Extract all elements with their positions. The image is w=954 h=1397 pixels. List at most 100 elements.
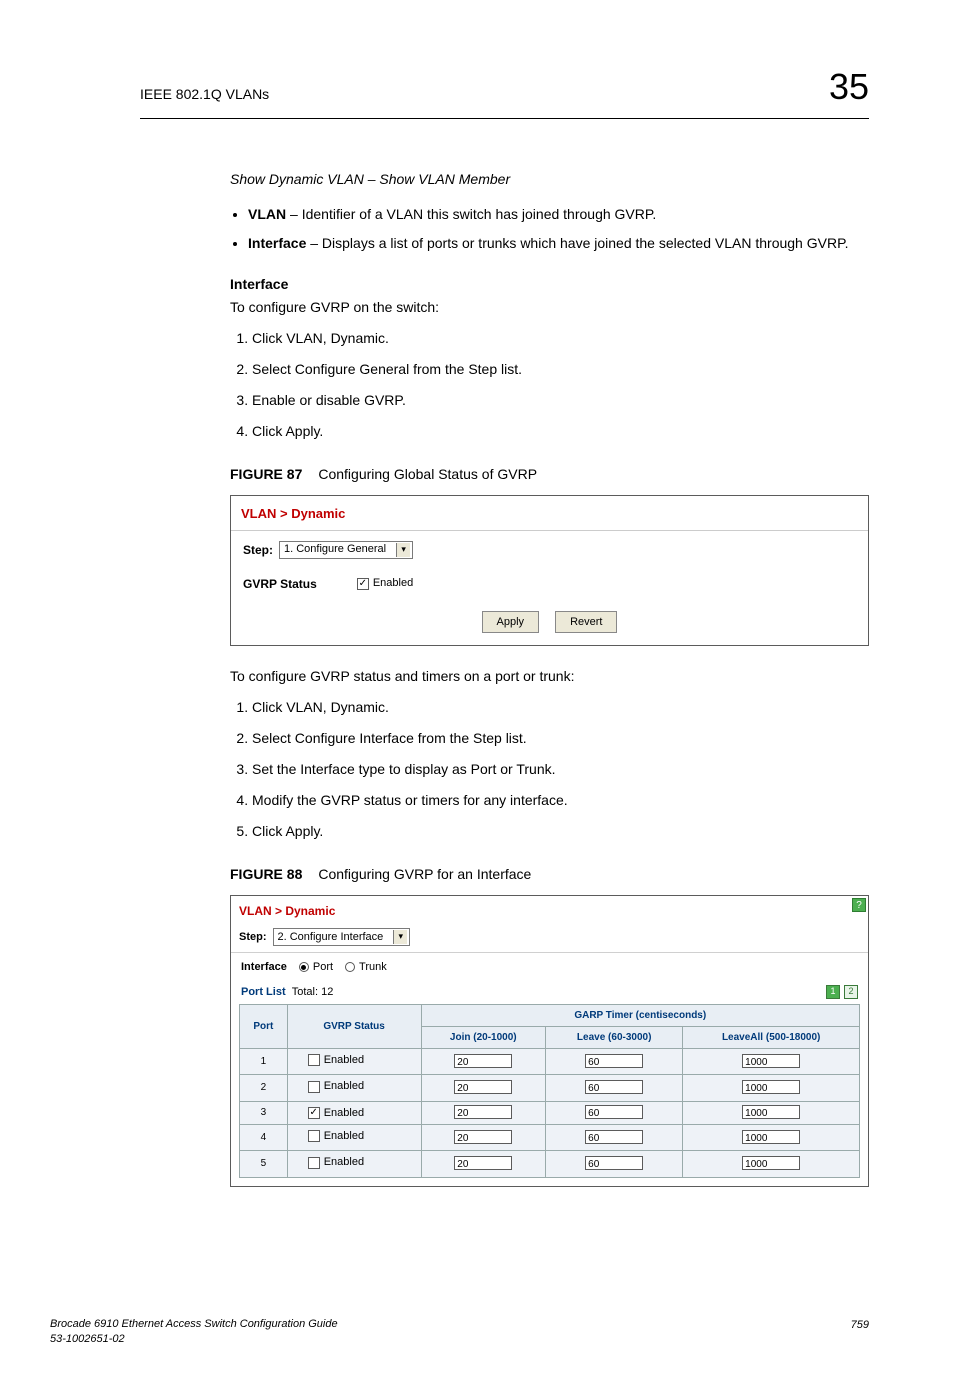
row-enabled-checkbox[interactable]: Enabled [308, 1078, 364, 1095]
leaveall-input[interactable]: 1000 [742, 1156, 800, 1170]
cell-leave: 60 [546, 1125, 683, 1151]
chevron-down-icon: ▾ [396, 543, 410, 557]
enabled-label: Enabled [324, 1154, 364, 1171]
checkbox-icon: ✓ [308, 1107, 320, 1119]
header-left: IEEE 802.1Q VLANs [140, 84, 269, 105]
row-enabled-checkbox[interactable]: Enabled [308, 1154, 364, 1171]
table-row: 5 Enabled20601000 [240, 1151, 860, 1177]
leave-input[interactable]: 60 [585, 1105, 643, 1119]
page-1[interactable]: 1 [826, 985, 840, 999]
step-item: Modify the GVRP status or timers for any… [252, 790, 869, 811]
figure87-caption: FIGURE 87Configuring Global Status of GV… [230, 464, 869, 485]
enabled-label: Enabled [324, 1128, 364, 1145]
bullet-desc: – Displays a list of ports or trunks whi… [306, 235, 848, 251]
port-radio[interactable]: Port [299, 959, 333, 976]
leave-input[interactable]: 60 [585, 1130, 643, 1144]
step-row: Step: 2. Configure Interface ▾ [231, 924, 868, 953]
step-item: Click Apply. [252, 421, 869, 442]
checkbox-icon [308, 1054, 320, 1066]
gvrp-enabled-checkbox[interactable]: ✓ Enabled [357, 575, 413, 592]
enabled-label: Enabled [373, 575, 413, 592]
leaveall-input[interactable]: 1000 [742, 1054, 800, 1068]
page-footer: Brocade 6910 Ethernet Access Switch Conf… [50, 1317, 869, 1348]
step-label: Step: [239, 929, 267, 946]
between-text: To configure GVRP status and timers on a… [230, 666, 869, 687]
interface-heading: Interface [230, 274, 869, 295]
portlist-label: Port List [241, 986, 286, 998]
row-enabled-checkbox[interactable]: Enabled [308, 1128, 364, 1145]
join-input[interactable]: 20 [454, 1130, 512, 1144]
row-enabled-checkbox[interactable]: Enabled [308, 1052, 364, 1069]
table-row: 4 Enabled20601000 [240, 1125, 860, 1151]
leaveall-input[interactable]: 1000 [742, 1130, 800, 1144]
step-select-value: 2. Configure Interface [278, 929, 384, 946]
portlist-row: Port List Total: 12 1 2 [231, 980, 868, 1005]
cell-join: 20 [421, 1101, 546, 1125]
step-select[interactable]: 1. Configure General ▾ [279, 541, 413, 559]
enabled-label: Enabled [324, 1078, 364, 1095]
row-enabled-checkbox[interactable]: ✓ Enabled [308, 1105, 364, 1122]
footer-line2: 53-1002651-02 [50, 1332, 338, 1347]
figure-label: FIGURE 88 [230, 866, 302, 882]
leave-input[interactable]: 60 [585, 1080, 643, 1094]
cell-leaveall: 1000 [683, 1075, 860, 1101]
figure-label: FIGURE 87 [230, 466, 302, 482]
leaveall-input[interactable]: 1000 [742, 1105, 800, 1119]
panel-breadcrumb: VLAN > Dynamic [231, 896, 868, 924]
col-leaveall: LeaveAll (500-18000) [683, 1027, 860, 1049]
leaveall-input[interactable]: 1000 [742, 1080, 800, 1094]
gvrp-table: Port GVRP Status GARP Timer (centisecond… [239, 1004, 860, 1178]
cell-leave: 60 [546, 1075, 683, 1101]
cell-join: 20 [421, 1075, 546, 1101]
leave-input[interactable]: 60 [585, 1156, 643, 1170]
apply-button[interactable]: Apply [482, 611, 540, 634]
help-icon[interactable]: ? [852, 898, 866, 912]
step-item: Select Configure General from the Step l… [252, 359, 869, 380]
col-join: Join (20-1000) [421, 1027, 546, 1049]
cell-leaveall: 1000 [683, 1101, 860, 1125]
join-input[interactable]: 20 [454, 1054, 512, 1068]
join-input[interactable]: 20 [454, 1105, 512, 1119]
panel-breadcrumb: VLAN > Dynamic [231, 496, 868, 531]
bullet-desc: – Identifier of a VLAN this switch has j… [286, 206, 656, 222]
page-header: IEEE 802.1Q VLANs 35 [140, 60, 869, 119]
join-input[interactable]: 20 [454, 1080, 512, 1094]
step-item: Click Apply. [252, 821, 869, 842]
cell-gvrp: Enabled [287, 1125, 421, 1151]
pagination: 1 2 [826, 985, 858, 999]
join-input[interactable]: 20 [454, 1156, 512, 1170]
radio-icon [299, 962, 309, 972]
interface-intro: To configure GVRP on the switch: [230, 297, 869, 318]
interface-type-row: Interface Port Trunk [231, 953, 868, 980]
col-port: Port [240, 1005, 288, 1049]
bullet-term: VLAN [248, 206, 286, 222]
step-select[interactable]: 2. Configure Interface ▾ [273, 928, 411, 946]
trunk-radio[interactable]: Trunk [345, 959, 387, 976]
page-2[interactable]: 2 [844, 985, 858, 999]
enabled-label: Enabled [324, 1052, 364, 1069]
cell-leave: 60 [546, 1101, 683, 1125]
cell-join: 20 [421, 1125, 546, 1151]
gvrp-status-label: GVRP Status [243, 575, 317, 593]
cell-leave: 60 [546, 1151, 683, 1177]
cell-leave: 60 [546, 1049, 683, 1075]
figure88-caption: FIGURE 88Configuring GVRP for an Interfa… [230, 864, 869, 885]
revert-button[interactable]: Revert [555, 611, 617, 634]
button-row: Apply Revert [231, 607, 868, 646]
cell-gvrp: Enabled [287, 1049, 421, 1075]
leave-input[interactable]: 60 [585, 1054, 643, 1068]
trunk-radio-label: Trunk [359, 959, 387, 976]
step-row: Step: 1. Configure General ▾ [231, 531, 868, 565]
figure88-panel: ? VLAN > Dynamic Step: 2. Configure Inte… [230, 895, 869, 1187]
step-label: Step: [243, 541, 273, 559]
cell-leaveall: 1000 [683, 1151, 860, 1177]
enabled-label: Enabled [324, 1105, 364, 1122]
bullet-vlan: VLAN – Identifier of a VLAN this switch … [248, 204, 869, 225]
port-radio-label: Port [313, 959, 333, 976]
cell-gvrp: Enabled [287, 1151, 421, 1177]
step-item: Select Configure Interface from the Step… [252, 728, 869, 749]
step-item: Click VLAN, Dynamic. [252, 328, 869, 349]
section-italic-heading: Show Dynamic VLAN – Show VLAN Member [230, 169, 869, 190]
checkbox-icon [308, 1081, 320, 1093]
radio-icon [345, 962, 355, 972]
